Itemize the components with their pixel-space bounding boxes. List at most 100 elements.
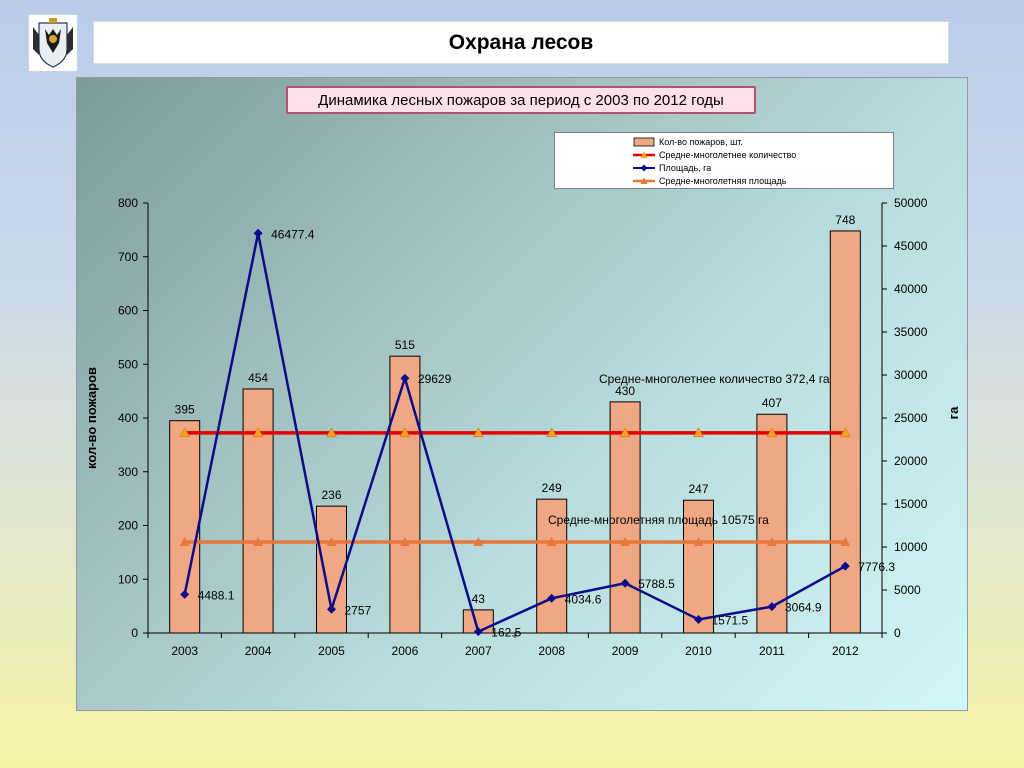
y-right-tick-label: 10000 [894, 540, 928, 554]
area-line [183, 233, 846, 634]
x-tick-label: 2006 [392, 644, 419, 658]
y-right-tick-label: 45000 [894, 239, 928, 253]
area-point [547, 593, 557, 603]
y-right-tick-label: 20000 [894, 454, 928, 468]
legend-label: Средне-многолетняя площадь [659, 175, 787, 186]
y-left-tick-label: 300 [118, 465, 138, 479]
y-axis-left-title: кол-во пожаров [84, 367, 99, 469]
coat-of-arms-icon [33, 18, 73, 68]
x-tick-label: 2004 [245, 644, 272, 658]
y-left-tick-label: 100 [118, 572, 138, 586]
area-point [694, 614, 703, 624]
area-value-label: 1571.5 [712, 613, 749, 627]
avg-area-marker [253, 537, 264, 547]
bar [316, 505, 347, 634]
bar-value-label: 249 [542, 481, 562, 495]
avg-area-marker [840, 537, 851, 547]
area-value-label: 4488.1 [198, 588, 235, 602]
legend-item-avg-area: Средне-многолетняя площадь [633, 174, 786, 187]
legend-label: Средне-многолетнее количество [659, 149, 797, 160]
avg-count-marker [252, 427, 264, 438]
area-point [473, 627, 483, 637]
legend-swatch-line [633, 151, 655, 158]
avg-count-marker [546, 427, 558, 438]
bar [609, 401, 641, 634]
area-value-label: 7776.3 [858, 560, 895, 574]
y-left-tick-label: 500 [118, 357, 138, 371]
y-axis-right-title: га [946, 406, 961, 419]
x-tick-label: 2011 [759, 644, 785, 658]
bar-value-label: 395 [175, 403, 195, 417]
y-right-tick-label: 15000 [894, 497, 928, 511]
x-tick-label: 2007 [465, 644, 492, 658]
bar [756, 413, 788, 634]
x-tick-label: 2008 [538, 644, 565, 658]
area-value-label: 5788.5 [638, 577, 675, 591]
bar-value-label: 407 [762, 396, 782, 410]
avg-count-marker [766, 427, 778, 438]
avg-count-marker [179, 427, 191, 438]
area-value-label: 3064.9 [785, 601, 822, 615]
area-point [840, 561, 850, 571]
y-left-tick-label: 800 [118, 196, 138, 210]
avg-area-marker [693, 537, 704, 547]
avg-area-marker [620, 537, 631, 547]
area-point [620, 578, 630, 588]
coat-of-arms-logo [28, 14, 78, 72]
area-point [767, 602, 777, 612]
y-left-tick-label: 200 [118, 519, 138, 533]
bar [389, 355, 421, 634]
x-tick-label: 2010 [685, 644, 712, 658]
avg-area-marker [473, 537, 484, 547]
area-point [253, 228, 263, 238]
bar-value-label: 515 [395, 338, 415, 352]
y-right-tick-label: 30000 [894, 368, 928, 382]
x-tick-label: 2012 [832, 644, 859, 658]
area-value-label: 4034.6 [565, 592, 602, 606]
legend-item-area: Площадь, га [633, 161, 711, 174]
y-right-tick-label: 50000 [894, 196, 928, 210]
bar-value-label: 43 [472, 592, 486, 606]
avg-area-marker [326, 537, 337, 547]
bar-value-label: 430 [615, 384, 635, 398]
bar [242, 388, 274, 634]
avg-count-marker [693, 427, 704, 438]
area-value-label: 46477.4 [271, 227, 315, 241]
area-point [327, 604, 336, 614]
avg-count-marker [472, 427, 484, 438]
legend-swatch-line [633, 177, 655, 184]
y-left-tick-label: 600 [118, 304, 138, 318]
legend-item-fires: Кол-во пожаров, шт. [633, 135, 743, 148]
bar [683, 499, 714, 634]
legend-label: Площадь, га [659, 162, 712, 173]
avg-area-marker [546, 537, 557, 547]
area-value-label: 162.5 [491, 626, 521, 640]
y-left-tick-label: 400 [118, 411, 138, 425]
area-value-label: 2757 [345, 603, 372, 617]
avg-area-marker [766, 537, 777, 547]
bar [536, 498, 568, 634]
avg-area-marker [399, 537, 410, 547]
legend-item-avg-count: Средне-многолетнее количество [633, 148, 796, 161]
y-right-tick-label: 5000 [894, 583, 921, 597]
bar-value-label: 454 [248, 371, 268, 385]
bar-value-label: 247 [688, 482, 708, 496]
y-right-tick-label: 40000 [894, 282, 928, 296]
y-right-tick-label: 35000 [894, 325, 928, 339]
y-left-tick-label: 700 [118, 250, 138, 264]
slide-title: Охрана лесов [93, 21, 949, 64]
x-tick-label: 2009 [612, 644, 639, 658]
legend-swatch-line [633, 164, 655, 171]
bar-value-label: 748 [835, 213, 855, 227]
avg-count-marker [839, 427, 851, 438]
y-right-tick-label: 25000 [894, 411, 928, 425]
area-point [400, 373, 410, 383]
legend-swatch-bar [633, 137, 655, 146]
legend-label: Кол-во пожаров, шт. [659, 136, 743, 147]
y-left-tick-label: 0 [131, 626, 138, 640]
area-value-label: 29629 [418, 372, 452, 386]
avg-area-marker [179, 537, 190, 547]
area-point [180, 589, 190, 599]
avg-area-annotation: Средне-многолетняя площадь 10575 га [548, 513, 769, 527]
